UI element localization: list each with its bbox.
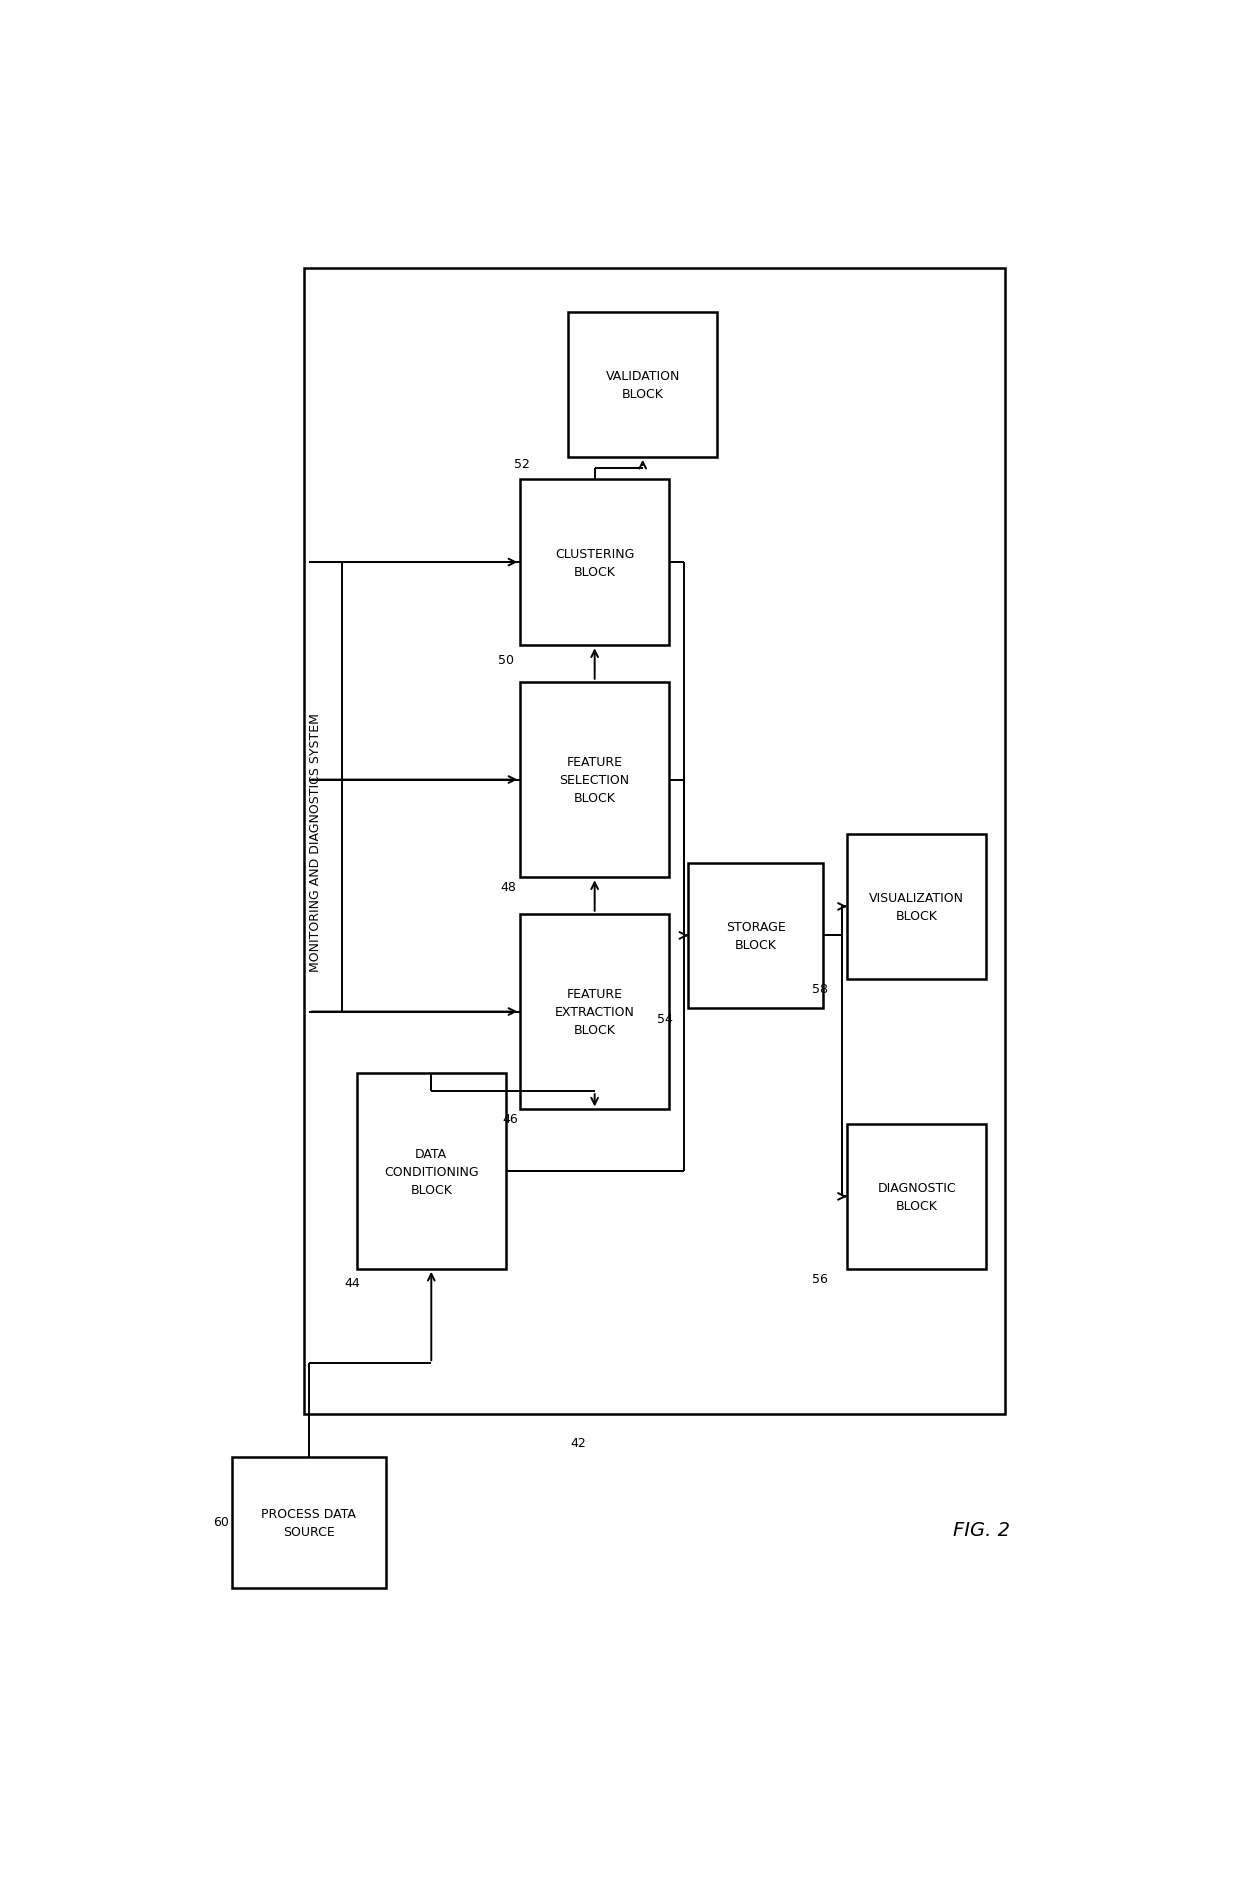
Text: CLUSTERING
BLOCK: CLUSTERING BLOCK bbox=[556, 548, 635, 578]
Bar bbox=[521, 915, 670, 1110]
Text: VISUALIZATION
BLOCK: VISUALIZATION BLOCK bbox=[869, 892, 963, 922]
Text: STORAGE
BLOCK: STORAGE BLOCK bbox=[725, 920, 785, 952]
Bar bbox=[847, 834, 986, 979]
Bar bbox=[521, 683, 670, 877]
Text: 44: 44 bbox=[343, 1276, 360, 1289]
Text: 52: 52 bbox=[513, 457, 529, 470]
Bar bbox=[521, 480, 670, 646]
Text: 50: 50 bbox=[498, 653, 515, 666]
Text: FEATURE
SELECTION
BLOCK: FEATURE SELECTION BLOCK bbox=[559, 757, 630, 805]
Text: PROCESS DATA
SOURCE: PROCESS DATA SOURCE bbox=[262, 1507, 356, 1538]
Text: MONITORING AND DIAGNOSTICS SYSTEM: MONITORING AND DIAGNOSTICS SYSTEM bbox=[309, 713, 322, 971]
Text: 48: 48 bbox=[501, 881, 516, 894]
Bar bbox=[357, 1073, 506, 1268]
Text: 58: 58 bbox=[812, 982, 828, 996]
Text: DATA
CONDITIONING
BLOCK: DATA CONDITIONING BLOCK bbox=[384, 1146, 479, 1195]
Text: VALIDATION
BLOCK: VALIDATION BLOCK bbox=[605, 369, 680, 401]
Text: 54: 54 bbox=[657, 1013, 673, 1026]
Text: 60: 60 bbox=[213, 1515, 229, 1528]
Bar bbox=[847, 1124, 986, 1268]
Text: FIG. 2: FIG. 2 bbox=[954, 1521, 1009, 1539]
Text: 46: 46 bbox=[502, 1112, 518, 1125]
Bar bbox=[232, 1457, 386, 1588]
Text: FEATURE
EXTRACTION
BLOCK: FEATURE EXTRACTION BLOCK bbox=[554, 988, 635, 1037]
Text: 42: 42 bbox=[570, 1436, 585, 1449]
Text: 56: 56 bbox=[812, 1272, 828, 1285]
Bar bbox=[568, 312, 717, 457]
Bar bbox=[688, 864, 823, 1009]
Text: DIAGNOSTIC
BLOCK: DIAGNOSTIC BLOCK bbox=[877, 1182, 956, 1212]
Bar bbox=[304, 269, 1006, 1413]
